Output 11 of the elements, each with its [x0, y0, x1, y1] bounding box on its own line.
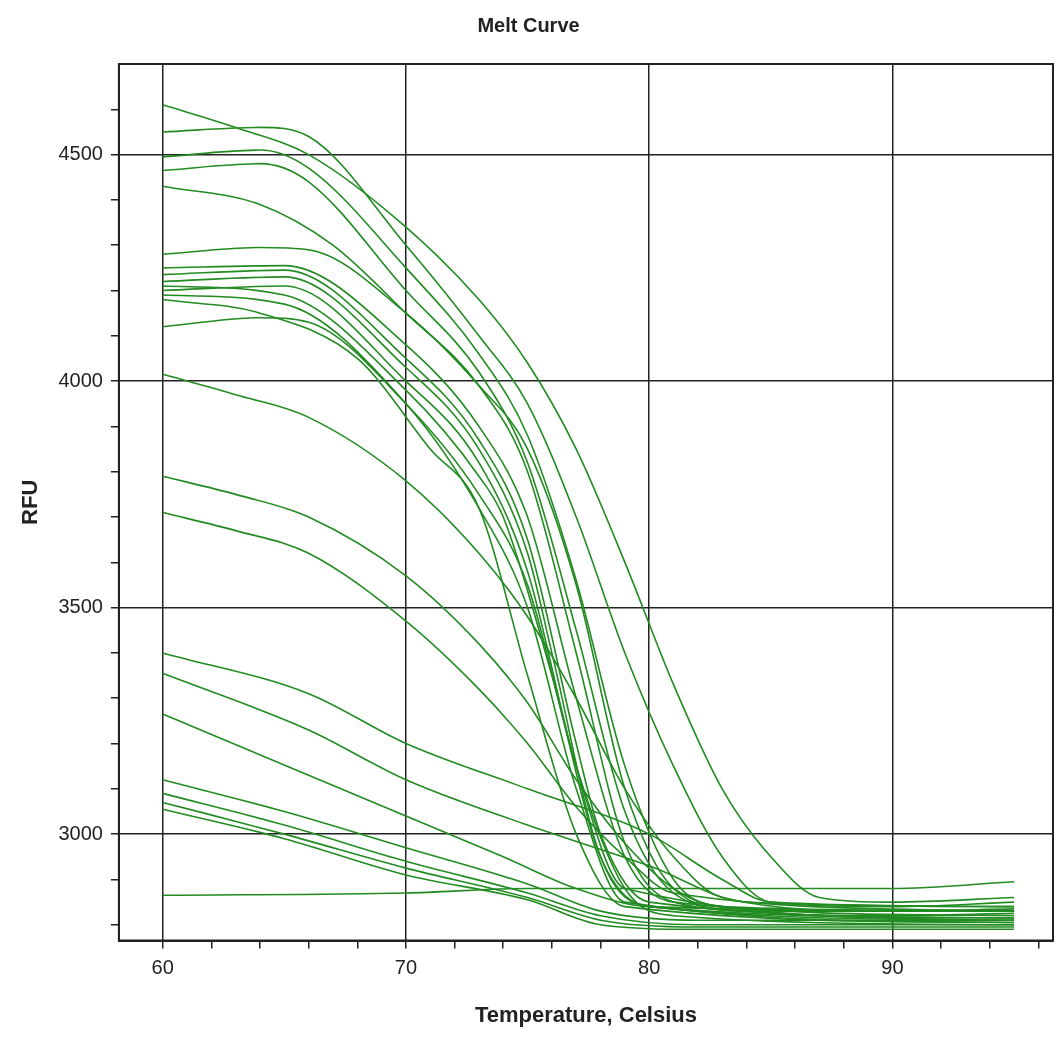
x-axis-title: Temperature, Celsius — [474, 1001, 698, 1027]
y-tick-label: 4000 — [58, 368, 103, 391]
y-tick-label: 3000 — [58, 821, 103, 844]
x-tick-label: 80 — [638, 956, 661, 979]
chart-title: Melt Curve — [477, 13, 580, 36]
y-tick-label: 4500 — [58, 142, 103, 165]
x-tick-label: 70 — [394, 956, 418, 979]
x-tick-label: 90 — [881, 956, 904, 979]
y-tick-label: 3500 — [58, 595, 103, 618]
x-tick-label: 60 — [151, 956, 174, 979]
y-axis-title: RFU — [17, 479, 43, 525]
